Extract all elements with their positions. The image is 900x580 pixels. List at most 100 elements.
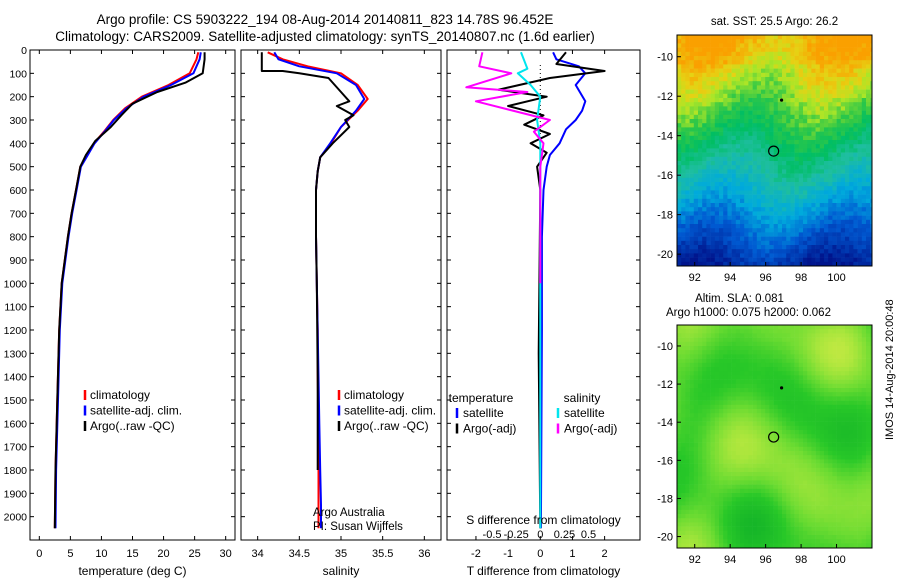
series-line-salinity-2 (260, 52, 355, 470)
x-tick-label: 0 (537, 548, 543, 560)
legend-entry: Argo(-adj) (463, 422, 516, 436)
series-line-difference-3 (465, 52, 551, 284)
x-tick-label: 1 (569, 548, 575, 560)
salinity-tick-label: 0.5 (581, 529, 596, 541)
y-tick-label: 400 (9, 138, 27, 150)
y-tick-label: 0 (21, 45, 27, 57)
x-tick-label: 98 (795, 272, 807, 284)
salinity-tick-label: 0.25 (554, 529, 575, 541)
y-tick-label: 700 (9, 208, 27, 220)
y-tick-label: 1500 (4, 395, 28, 407)
x-tick-label: 94 (724, 272, 736, 284)
map-title: Altim. SLA: 0.081 (695, 293, 784, 305)
y-tick-label: 2000 (4, 512, 28, 524)
y-tick-label: -12 (657, 379, 673, 391)
y-tick-label: -16 (657, 455, 673, 467)
x-tick-label: 15 (126, 548, 138, 560)
legend-entry: climatology (90, 388, 150, 402)
legend-group-title: temperature (449, 391, 514, 405)
salinity-tick-label: 0 (537, 529, 543, 541)
previous-location-marker (779, 386, 784, 390)
y-tick-label: 1900 (4, 488, 28, 500)
x-tick-label: 96 (760, 272, 772, 284)
y-tick-label: 1300 (4, 348, 28, 360)
y-tick-label: 800 (9, 232, 27, 244)
x-tick-label: 34 (252, 548, 264, 560)
legend-entry: Argo(-adj) (564, 422, 617, 436)
map-frame (676, 34, 873, 267)
series-line-difference-0 (539, 51, 587, 529)
map-frame (676, 324, 873, 549)
legend-group-title: salinity (564, 391, 601, 405)
map-subtitle: Argo h1000: 0.075 h2000: 0.062 (666, 307, 831, 319)
map-sla_map: 92 94 96 98 100 -10 -12 -14 -16 -18 -20 Altim. SLA:… (657, 293, 873, 566)
panel-annotation: PI: Susan Wijffels (313, 521, 403, 533)
y-tick-label: -10 (657, 341, 673, 353)
y-tick-label: 1000 (4, 278, 28, 290)
x-tick-label: 10 (95, 548, 107, 560)
x-tick-label: 34.5 (289, 548, 310, 560)
y-tick-label: -18 (657, 210, 673, 222)
map-field-sst_map (677, 35, 872, 266)
salinity-tick-label: -0.25 (504, 529, 529, 541)
x-axis-label: T difference from climatology (467, 564, 621, 578)
x-axis-label: temperature (deg C) (78, 564, 186, 578)
x-tick-label: 30 (220, 548, 232, 560)
y-tick-label: -20 (657, 532, 673, 544)
legend-entry: satellite-adj. clim. (344, 404, 436, 418)
x-axis-label: salinity (323, 564, 360, 578)
y-tick-label: 1400 (4, 372, 28, 384)
title-line-2: Climatology: CARS2009. Satellite-adjuste… (55, 29, 595, 44)
y-tick-label: -14 (657, 131, 673, 143)
y-tick-label: 1600 (4, 418, 28, 430)
series-line-difference-2 (516, 51, 542, 529)
y-tick-label: 1800 (4, 465, 28, 477)
x-tick-label: -2 (471, 548, 481, 560)
panel-difference: -2 -1 0 1 2 T difference from climatology temp… (446, 49, 641, 578)
panel-annotation: Argo Australia (313, 507, 385, 519)
x-tick-label: 25 (188, 548, 200, 560)
panel-temperature: 0 5 10 15 20 25 300100200300400500600700800900… (4, 45, 236, 578)
plot-frame (240, 49, 442, 541)
y-tick-label: 1700 (4, 442, 28, 454)
series-line-temperature-2 (53, 52, 206, 529)
plot-frame (29, 49, 236, 541)
x-tick-label: 94 (724, 554, 736, 566)
x-tick-label: 92 (689, 554, 701, 566)
y-tick-label: -20 (657, 249, 673, 261)
map-title: sat. SST: 25.5 Argo: 26.2 (711, 16, 838, 28)
panel-salinity: 34 34.5 35 35.5 36 salinity climatology satelli… (240, 49, 442, 578)
y-tick-label: 200 (9, 92, 27, 104)
x-axis-label-salinity: S difference from climatology (466, 513, 621, 527)
x-tick-label: 98 (795, 554, 807, 566)
legend-entry: satellite (463, 406, 504, 420)
y-tick-label: 300 (9, 115, 27, 127)
salinity-tick-label: -0.5 (483, 529, 502, 541)
title-line-1: Argo profile: CS 5903222_194 08-Aug-2014… (96, 12, 554, 27)
x-tick-label: 0 (36, 548, 42, 560)
x-tick-label: 35.5 (372, 548, 393, 560)
y-tick-label: -12 (657, 91, 673, 103)
x-tick-label: 100 (827, 272, 845, 284)
imos-watermark: IMOS 14-Aug-2014 20:00:48 (884, 299, 896, 440)
x-tick-label: 5 (67, 548, 73, 560)
y-tick-label: -18 (657, 493, 673, 505)
x-tick-label: 92 (689, 272, 701, 284)
map-field-sla_map (677, 325, 872, 548)
x-tick-label: 36 (418, 548, 430, 560)
profile-location-marker (768, 431, 780, 443)
y-tick-label: -10 (657, 52, 673, 64)
x-tick-label: 100 (827, 554, 845, 566)
legend-entry: Argo(..raw -QC) (344, 419, 429, 433)
y-tick-label: 500 (9, 162, 27, 174)
y-tick-label: -16 (657, 170, 673, 182)
legend-entry: satellite-adj. clim. (90, 404, 182, 418)
y-tick-label: -14 (657, 417, 673, 429)
y-tick-label: 1200 (4, 325, 28, 337)
legend-entry: climatology (344, 388, 404, 402)
series-line-difference-1 (497, 51, 606, 529)
y-tick-label: 100 (9, 68, 27, 80)
x-tick-label: 20 (157, 548, 169, 560)
previous-location-marker (779, 98, 784, 102)
